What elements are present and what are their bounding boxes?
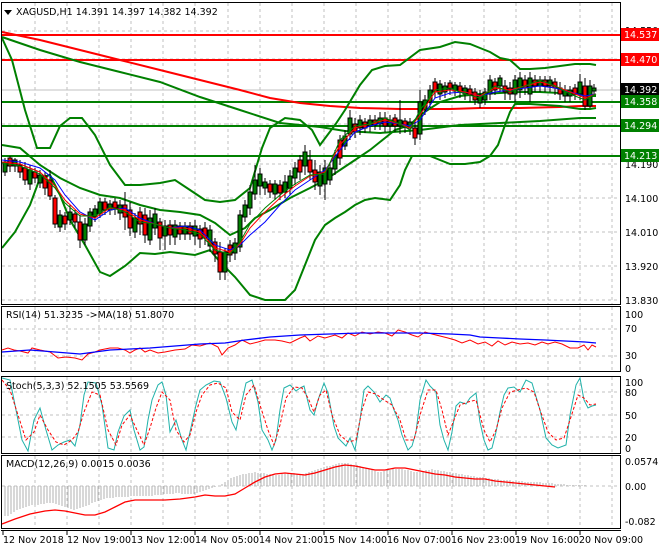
time-axis[interactable]: 12 Nov 2018 12 Nov 19:00 13 Nov 12:00 14… [1, 530, 643, 546]
macd-panel[interactable]: MACD(12,26,9) 0.0015 0.0036 0.0574 0.00 … [1, 455, 659, 529]
price-tick: 14.010 [625, 228, 658, 239]
level-tag-support: 14.294 [624, 121, 657, 132]
time-tick: 13 Nov 12:00 [131, 535, 195, 546]
rsi-panel[interactable]: RSI(14) 51.3235 ->MA(18) 51.8070 100 70 … [1, 306, 644, 375]
bollinger-lower [1, 103, 597, 301]
level-tag-resistance: 14.470 [624, 55, 657, 66]
time-tick: 14 Nov 05:00 [195, 535, 259, 546]
level-tag-support: 14.358 [624, 97, 657, 108]
stochastic-panel[interactable]: Stoch(5,3,3) 52.1505 53.5569 100 80 50 2… [1, 376, 644, 455]
collapse-triangle-icon[interactable] [4, 10, 12, 15]
time-tick: 14 Nov 21:00 [259, 535, 323, 546]
slow-ma-green [1, 36, 596, 135]
price-axis[interactable]: 14.550 14.460 14.370 14.280 14.190 14.10… [620, 2, 660, 307]
macd-tick: 0.00 [625, 482, 646, 493]
rsi-tick: 30 [625, 351, 637, 362]
rsi-line [1, 329, 597, 361]
bollinger-upper [1, 37, 597, 204]
time-tick: 16 Nov 23:00 [451, 535, 515, 546]
rsi-tick: 100 [625, 310, 643, 321]
rsi-tick: 70 [625, 324, 637, 335]
symbol-header: XAGUSD,H1 14.391 14.397 14.382 14.392 [16, 7, 218, 18]
time-tick: 19 Nov 16:00 [515, 535, 579, 546]
stoch-signal-line [1, 379, 597, 447]
macd-label: MACD(12,26,9) 0.0015 0.0036 [6, 459, 151, 470]
rsi-tick: 0 [625, 364, 631, 375]
stoch-main-line [1, 376, 597, 453]
rsi-ma-line [1, 332, 597, 355]
current-price-tag: 14.392 [624, 85, 657, 96]
fast-ma-blue [1, 85, 597, 251]
macd-tick: -0.082 [625, 517, 656, 528]
stoch-tick: 100 [625, 378, 643, 389]
time-tick: 12 Nov 2018 [3, 535, 64, 546]
time-tick: 15 Nov 14:00 [323, 535, 387, 546]
price-panel[interactable]: XAGUSD,H1 14.391 14.397 14.382 14.392 [1, 2, 621, 305]
price-tick: 14.190 [625, 160, 658, 171]
level-tag-resistance: 14.537 [624, 30, 657, 41]
slow-ma-red [1, 31, 596, 110]
price-tick: 14.100 [625, 194, 658, 205]
stoch-tick: 20 [625, 433, 637, 444]
fast-ma-red [1, 81, 597, 253]
macd-tick: 0.0574 [625, 457, 658, 468]
time-tick: 12 Nov 19:00 [67, 535, 131, 546]
time-tick: 16 Nov 07:00 [387, 535, 451, 546]
stoch-label: Stoch(5,3,3) 52.1505 53.5569 [6, 381, 149, 392]
level-tag-support: 14.213 [624, 151, 657, 162]
stoch-tick: 0 [625, 444, 631, 455]
macd-signal-line [1, 464, 556, 525]
stoch-tick: 50 [625, 411, 637, 422]
time-tick: 20 Nov 09:00 [579, 535, 643, 546]
rsi-label: RSI(14) 51.3235 ->MA(18) 51.8070 [6, 310, 174, 321]
price-tick: 13.920 [625, 262, 658, 273]
fast-ma-green [1, 79, 597, 255]
price-tick: 13.830 [625, 296, 658, 307]
stoch-tick: 80 [625, 388, 637, 399]
